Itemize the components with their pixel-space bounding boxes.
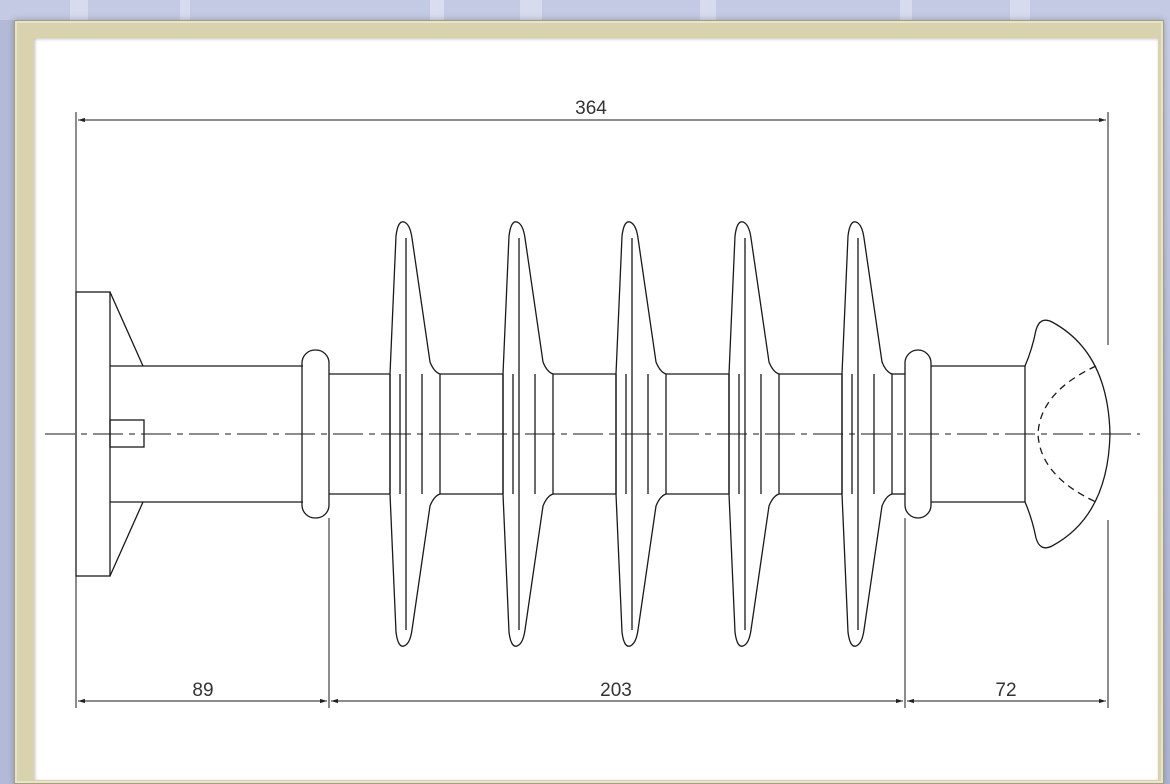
dim-label-overall: 364 <box>575 98 607 119</box>
dim-label-middle: 203 <box>600 680 632 701</box>
insulator-core <box>329 373 905 495</box>
dim-label-right: 72 <box>995 680 1016 701</box>
extension-lines <box>75 112 1109 708</box>
dim-label-left: 89 <box>192 680 213 701</box>
left-end-fitting <box>75 291 330 577</box>
shed-3 <box>615 221 667 647</box>
sheds-group <box>389 221 893 647</box>
shed-2 <box>502 221 554 647</box>
shed-5 <box>841 221 893 647</box>
right-end-fitting <box>904 319 1111 549</box>
drawing-paper <box>34 38 1158 780</box>
dimension-lines <box>78 117 1106 704</box>
shed-1 <box>389 221 441 647</box>
shed-4 <box>728 221 780 647</box>
